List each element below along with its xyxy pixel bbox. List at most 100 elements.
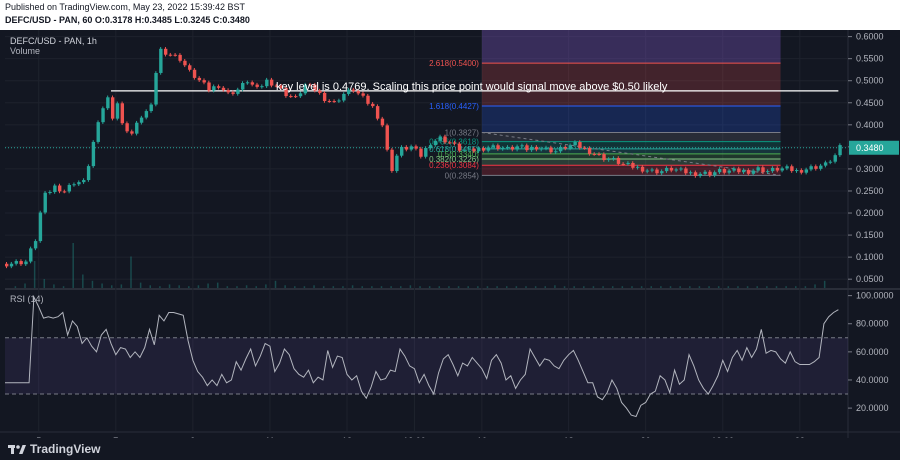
candle-body: [549, 147, 553, 153]
volume-label: Volume: [10, 46, 41, 56]
fib-level-label: 0(0.2854): [445, 171, 480, 180]
candle-body: [419, 148, 423, 157]
candle-body: [19, 261, 23, 265]
volume-bar: [188, 286, 190, 288]
fib-zone: [481, 141, 781, 149]
candle-body: [154, 72, 158, 105]
candle-body: [57, 185, 62, 192]
y-tick-label: 0.1000: [856, 252, 884, 262]
volume-bar: [120, 284, 123, 288]
volume-bar: [717, 286, 720, 288]
volume-bar: [467, 286, 469, 288]
volume-bar: [592, 286, 595, 288]
candle-body: [592, 153, 597, 155]
volume-bar: [756, 286, 758, 288]
volume-bar: [708, 286, 710, 288]
candle-body: [347, 89, 351, 94]
candle-body: [322, 92, 327, 102]
candle-body: [351, 89, 356, 92]
volume-bar: [573, 286, 575, 288]
candle-body: [400, 146, 404, 156]
price-chart[interactable]: 5 7 9 11 13 12:00 16 18 20 12:00 23 0.6000 0.5500 0.5…: [0, 30, 900, 438]
fib-level-label: 1(0.3827): [445, 128, 480, 137]
candle-body: [631, 162, 635, 168]
rsi-y-tick-label: 100.0000: [856, 291, 894, 301]
fib-zone: [481, 153, 781, 159]
candle-body: [505, 146, 510, 148]
volume-bar: [486, 286, 489, 288]
candle-body: [207, 82, 211, 91]
volume-bar: [91, 280, 94, 288]
volume-bar: [640, 286, 643, 288]
candle-body: [173, 54, 177, 56]
candle-body: [414, 146, 418, 149]
candle-body: [534, 146, 539, 150]
candle-body: [226, 90, 230, 93]
candle-body: [409, 146, 414, 150]
fib-zone: [481, 63, 781, 106]
candle-body: [135, 122, 139, 134]
volume-bar: [24, 283, 26, 288]
volume-bar: [255, 286, 257, 288]
rsi-y-tick-label: 20.0000: [856, 403, 889, 413]
fib-level-label: 0.382(0.3226): [429, 155, 479, 164]
candle-body: [770, 167, 775, 172]
candle-body: [371, 103, 375, 107]
candle-body: [245, 82, 250, 84]
volume-bar: [110, 285, 113, 288]
volume-bar: [814, 284, 816, 288]
fib-zone: [481, 132, 781, 142]
candle-body: [761, 167, 765, 173]
candle-body: [337, 100, 341, 102]
candle-body: [428, 145, 433, 149]
candle-body: [404, 146, 409, 150]
volume-bar: [554, 285, 556, 288]
volume-bar: [149, 285, 152, 288]
candle-body: [626, 162, 630, 164]
candle-body: [790, 166, 794, 172]
candle-body: [77, 182, 81, 185]
y-tick-label: 0.3000: [856, 164, 884, 174]
volume-bar: [342, 286, 344, 288]
volume-bar: [371, 286, 373, 288]
volume-bar: [650, 286, 652, 288]
fib-zone: [481, 158, 781, 166]
candle-body: [780, 168, 784, 171]
candle-body: [563, 146, 568, 149]
volume-bar: [448, 286, 450, 288]
fib-level-label: 0.5(0.3340): [438, 150, 479, 159]
rsi-label: RSI (14): [10, 294, 44, 304]
rsi-band: [5, 337, 848, 395]
rsi-y-tick-label: 60.0000: [856, 347, 889, 357]
candle-body: [163, 48, 168, 55]
volume-bar: [178, 285, 180, 288]
fib-zone: [481, 105, 781, 133]
volume-bar: [602, 286, 604, 288]
candle-body: [809, 166, 813, 170]
candle-body: [583, 147, 587, 149]
candle-body: [86, 166, 91, 181]
candle-body: [168, 54, 173, 56]
x-tick-label: 16: [477, 436, 487, 438]
candle-body: [833, 155, 837, 162]
rsi-line: [5, 295, 839, 418]
published-text: Published on TradingView.com, May 23, 20…: [5, 2, 245, 12]
tradingview-logo[interactable]: TradingView: [8, 442, 100, 456]
candle-body: [202, 80, 206, 83]
volume-bar: [101, 283, 103, 288]
candle-body: [38, 212, 43, 242]
volume-bar: [226, 286, 229, 288]
candle-body: [395, 155, 399, 172]
volume-bar: [746, 286, 749, 288]
volume-bar: [795, 286, 797, 288]
candle-body: [472, 148, 476, 152]
volume-bar: [351, 285, 354, 288]
candle-body: [443, 136, 447, 143]
candle-body: [178, 54, 182, 61]
volume-bar: [236, 286, 238, 288]
volume-bar: [804, 286, 807, 288]
candle-body: [510, 146, 515, 150]
candle-body: [318, 90, 322, 93]
candle-body: [188, 65, 192, 70]
candle-body: [438, 136, 442, 141]
